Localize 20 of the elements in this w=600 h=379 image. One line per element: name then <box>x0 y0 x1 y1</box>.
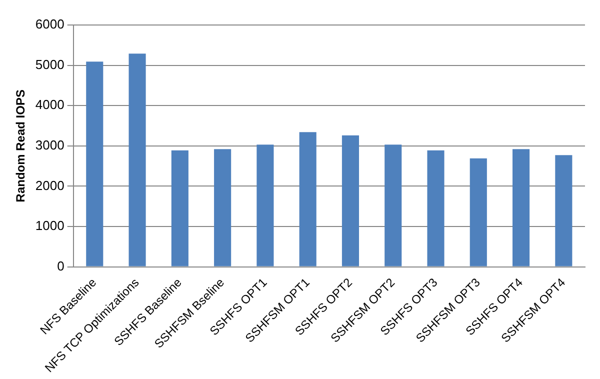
y-tick-label: 0 <box>57 258 64 274</box>
bar <box>171 150 188 266</box>
y-tick-label: 5000 <box>35 56 64 72</box>
y-axis-title: Random Read IOPS <box>14 90 28 202</box>
bar <box>256 144 274 266</box>
bar <box>427 150 444 266</box>
y-tick-label: 6000 <box>35 16 64 32</box>
bar <box>470 158 487 266</box>
bar <box>512 149 530 266</box>
y-tick-label: 4000 <box>35 97 64 112</box>
bar <box>214 149 232 266</box>
bar <box>555 155 572 266</box>
bar <box>342 135 360 266</box>
bar <box>299 132 316 266</box>
y-tick-label: 3000 <box>35 137 64 152</box>
y-tick-label: 2000 <box>35 178 64 193</box>
bar <box>384 144 402 266</box>
bar <box>86 62 104 266</box>
y-tick-label: 1000 <box>35 218 64 234</box>
bar <box>128 54 146 266</box>
